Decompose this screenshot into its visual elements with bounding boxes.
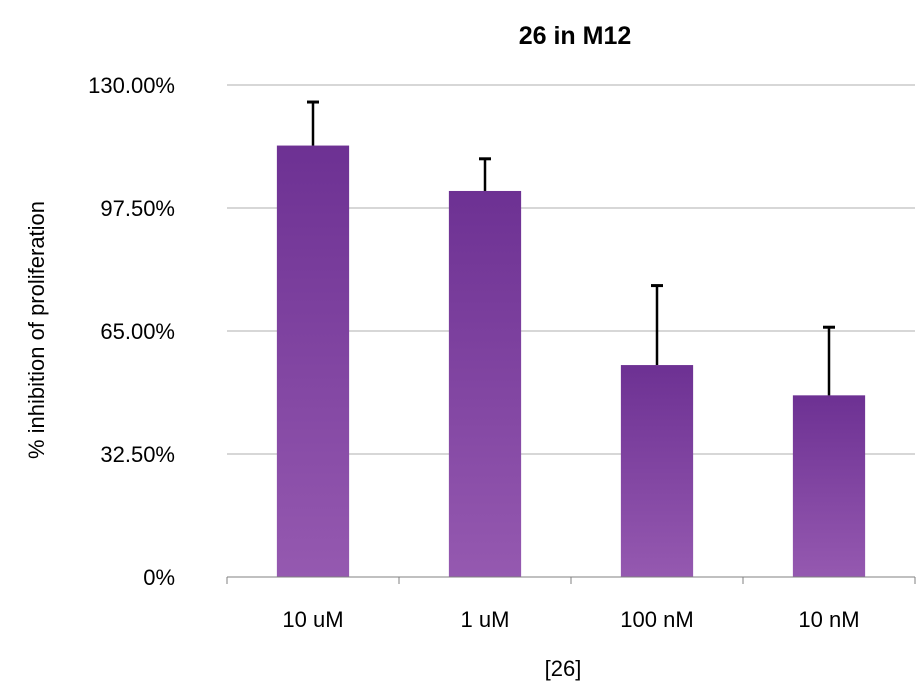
x-axis-tick-labels: 10 uM 1 uM 100 nM 10 nM: [226, 577, 916, 632]
x-tick-label: 100 nM: [620, 607, 693, 632]
y-axis-title: % inhibition of proliferation: [24, 201, 49, 459]
y-tick-label: 65.00%: [100, 319, 175, 344]
bar-10-um: [276, 145, 350, 578]
y-tick-label: 130.00%: [88, 73, 175, 98]
y-tick-label: 32.50%: [100, 442, 175, 467]
bar-100-nm: [620, 365, 694, 577]
bar-1-um: [448, 190, 522, 577]
x-tick-label: 10 uM: [282, 607, 343, 632]
y-tick-label: 97.50%: [100, 196, 175, 221]
bars: [276, 100, 866, 578]
y-axis-tick-labels: 0% 32.50% 65.00% 97.50% 130.00%: [88, 73, 175, 590]
x-axis-title: [26]: [545, 656, 582, 681]
bar-10-nm: [792, 395, 866, 577]
y-tick-label: 0%: [143, 565, 175, 590]
x-tick-label: 10 nM: [798, 607, 859, 632]
chart-title: 26 in M12: [519, 22, 632, 50]
x-tick-label: 1 uM: [461, 607, 510, 632]
